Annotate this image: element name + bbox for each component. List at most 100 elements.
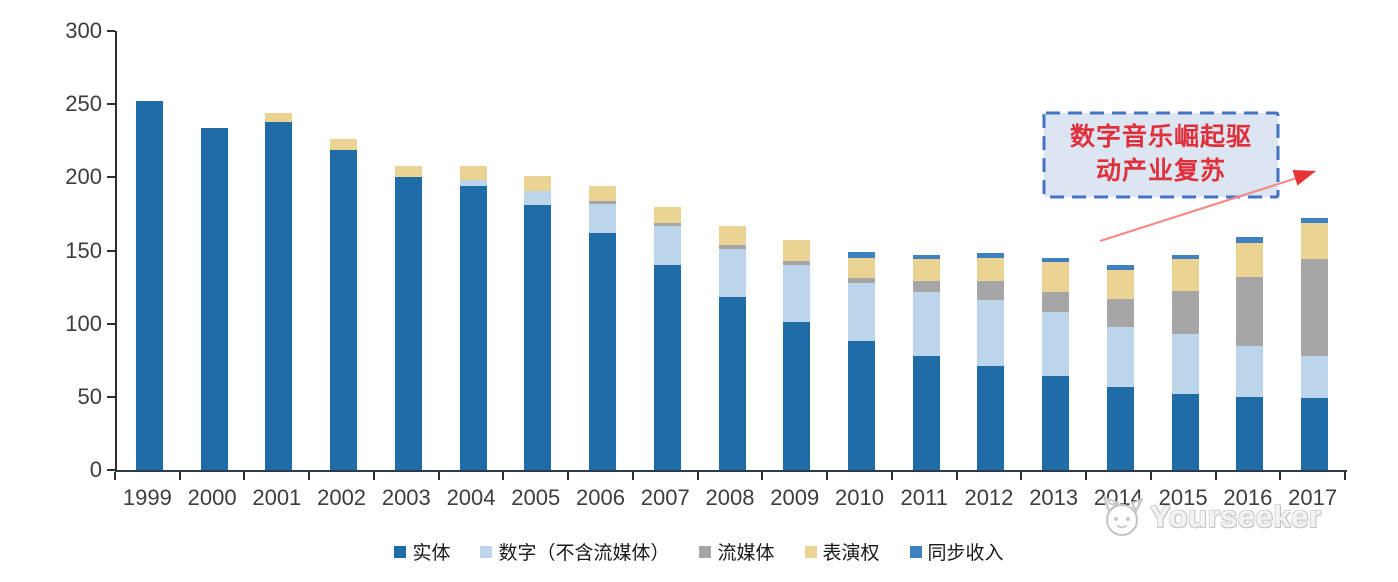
bar-segment [1236, 396, 1264, 470]
bar-segment [1301, 222, 1329, 260]
x-tick-label: 2006 [576, 485, 625, 510]
x-tick-label: 2005 [511, 485, 561, 510]
legend-item: 实体 [394, 538, 450, 565]
legend-item: 流媒体 [699, 538, 775, 565]
bar-segment [1301, 218, 1329, 223]
bar-segment [1301, 355, 1329, 399]
x-tick-mark [1085, 472, 1088, 480]
bar-2006 [589, 186, 617, 470]
legend-label: 表演权 [822, 543, 880, 564]
bar-segment [1236, 345, 1264, 397]
x-tick-label: 2001 [252, 485, 302, 510]
bar-segment [394, 165, 422, 178]
x-tick-mark [955, 472, 958, 480]
y-tick-mark [107, 103, 115, 106]
annotation-line-1: 数字音乐崛起驱 [1069, 123, 1252, 151]
bar-segment [1106, 298, 1134, 327]
bar-2010 [847, 252, 875, 470]
bar-segment [718, 249, 746, 298]
bar-segment [1301, 259, 1329, 356]
y-tick-mark [107, 249, 115, 252]
y-tick-label: 200 [65, 164, 102, 190]
legend-item: 同步收入 [909, 538, 1004, 565]
legend-label: 流媒体 [717, 543, 775, 564]
bar-segment [653, 222, 681, 226]
bar-segment [589, 232, 617, 470]
x-tick-mark [114, 472, 116, 480]
bar-segment [1301, 398, 1329, 470]
y-tick-label: 300 [65, 18, 102, 43]
plot-area [115, 31, 1347, 472]
x-tick-mark [1214, 472, 1217, 480]
x-tick-label: 2013 [1029, 485, 1079, 510]
y-tick-mark [107, 322, 115, 325]
x-tick-label: 2011 [900, 485, 948, 510]
bar-segment [524, 175, 552, 191]
legend-label: 实体 [412, 543, 451, 564]
bar-segment [1106, 265, 1134, 270]
bar-segment [524, 205, 552, 470]
bar-segment [1106, 269, 1134, 299]
bar-segment [394, 177, 422, 470]
bar-segment [330, 139, 358, 150]
x-tick-label: 2003 [381, 485, 431, 510]
bar-2012 [977, 253, 1005, 470]
x-tick-label: 2000 [187, 485, 237, 510]
bar-segment [847, 282, 875, 342]
bar-segment [847, 341, 875, 470]
x-tick-mark [308, 472, 311, 480]
annotation-text: 数字音乐崛起驱 动产业复苏 [1044, 120, 1278, 188]
bar-segment [1042, 376, 1070, 470]
bar-segment [1171, 259, 1199, 292]
bar-segment [524, 190, 552, 206]
bar-segment [1042, 262, 1070, 292]
x-tick-mark [437, 472, 440, 480]
bar-segment [459, 186, 487, 470]
x-tick-mark [567, 472, 570, 480]
annotation-line-2: 动产业复苏 [1095, 157, 1226, 185]
bar-2003 [394, 165, 422, 470]
bar-segment [265, 112, 293, 122]
watermark-text: Yourseeker [1150, 499, 1322, 534]
legend-swatch-icon [699, 545, 712, 558]
legend-label: 数字（不含流媒体） [498, 543, 670, 564]
x-tick-mark [826, 472, 829, 480]
x-tick-label: 2009 [770, 485, 820, 510]
x-tick-label: 2015 [1158, 485, 1208, 510]
bar-1999 [135, 101, 163, 470]
x-tick-label: 2008 [705, 485, 755, 510]
x-tick-label: 2017 [1288, 485, 1338, 510]
y-tick-mark [107, 30, 115, 32]
bar-segment [653, 225, 681, 266]
bar-segment [977, 300, 1005, 367]
bar-segment [1042, 291, 1070, 312]
x-tick-mark [178, 472, 181, 480]
bar-2017 [1301, 218, 1329, 470]
x-tick-label: 2007 [640, 485, 690, 510]
bar-segment [977, 281, 1005, 301]
bar-segment [1106, 326, 1134, 387]
bar-segment [1171, 333, 1199, 394]
legend-label: 同步收入 [927, 543, 1004, 564]
x-tick-label: 2010 [834, 485, 884, 510]
bar-segment [847, 252, 875, 258]
cat-face-icon [1103, 496, 1143, 536]
bar-segment [912, 254, 940, 260]
y-tick-label: 150 [65, 237, 102, 263]
bar-segment [1042, 257, 1070, 263]
bar-2011 [912, 254, 940, 470]
bar-segment [977, 253, 1005, 258]
watermark: Yourseeker [1096, 492, 1322, 542]
x-tick-mark [243, 472, 246, 480]
bar-2009 [783, 240, 811, 470]
x-tick-label: 2002 [317, 485, 367, 510]
bar-segment [847, 257, 875, 279]
bar-2013 [1042, 257, 1070, 470]
y-tick-label: 0 [89, 457, 102, 482]
x-tick-mark [631, 472, 634, 480]
x-tick-mark [696, 472, 699, 480]
x-tick-label: 2016 [1223, 485, 1273, 510]
x-tick-label: 1999 [122, 485, 172, 510]
y-tick-mark [107, 469, 115, 471]
bar-segment [783, 265, 811, 323]
